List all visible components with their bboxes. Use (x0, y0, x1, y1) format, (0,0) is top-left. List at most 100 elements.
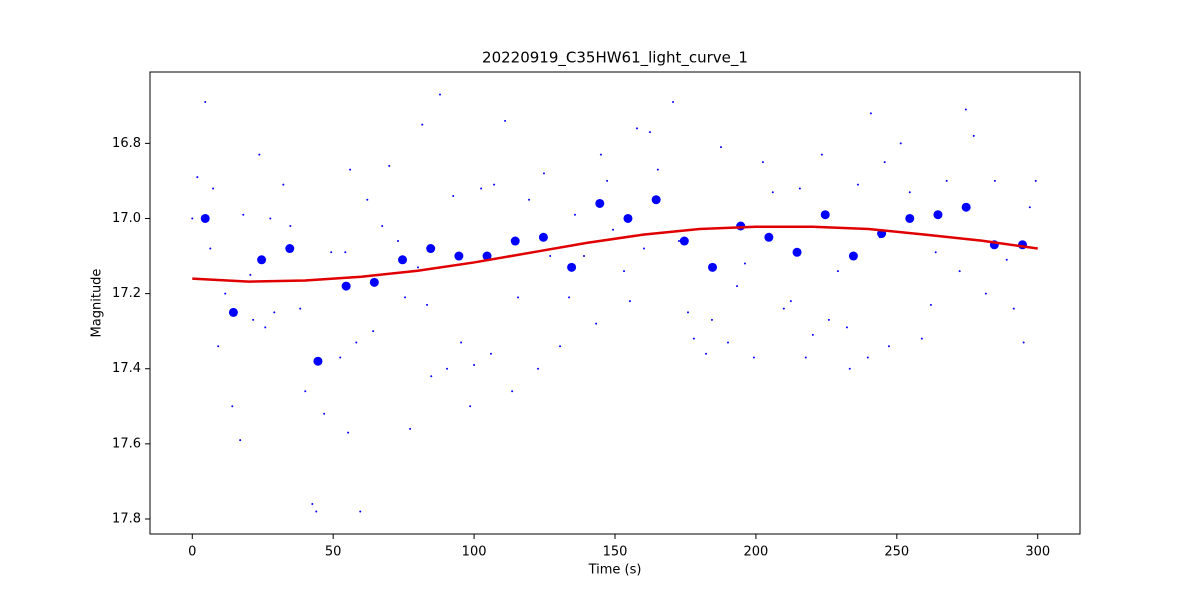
binned-point (567, 262, 577, 272)
data-point (595, 322, 598, 325)
data-point (677, 240, 680, 243)
binned-point (257, 255, 267, 265)
data-point (224, 292, 227, 295)
data-point (1028, 206, 1031, 209)
data-point (344, 251, 347, 254)
data-point (239, 439, 242, 442)
data-point (311, 502, 314, 505)
data-point (993, 179, 996, 182)
data-point (359, 510, 362, 513)
data-point (490, 352, 492, 355)
binned-point (482, 251, 492, 261)
data-point (347, 431, 350, 434)
data-point (1022, 341, 1025, 344)
binned-point (510, 236, 520, 246)
binned-point (679, 236, 689, 246)
data-point (972, 134, 975, 137)
data-point (217, 345, 220, 348)
binned-point (369, 277, 379, 287)
data-point (304, 390, 307, 393)
binned-point (426, 244, 436, 254)
data-point (417, 266, 420, 269)
data-point (493, 183, 496, 186)
data-point (789, 300, 792, 303)
data-point (542, 172, 545, 175)
data-point (964, 108, 967, 111)
data-point (231, 405, 234, 408)
data-point (798, 187, 801, 190)
data-point (438, 93, 441, 96)
data-point (643, 247, 646, 250)
binned-point (820, 210, 830, 220)
data-point (771, 191, 774, 194)
data-point (1005, 258, 1008, 261)
data-point (404, 296, 407, 299)
data-point (583, 255, 585, 258)
data-point (330, 251, 333, 254)
y-axis-label: Magnitude (90, 269, 105, 338)
data-point (252, 318, 255, 321)
data-point (504, 119, 507, 122)
data-point (623, 270, 626, 273)
data-point (430, 375, 433, 378)
binned-point (792, 247, 802, 257)
binned-point (933, 210, 943, 220)
data-point (397, 240, 399, 243)
binned-point (623, 213, 633, 223)
data-point (573, 213, 576, 216)
data-point (848, 367, 851, 370)
binned-point (961, 202, 971, 212)
binned-point (200, 213, 210, 223)
x-tick-label: 250 (884, 545, 909, 560)
data-point (736, 285, 739, 288)
binned-point (905, 213, 915, 223)
y-tick-label: 16.8 (112, 136, 141, 151)
y-tick-label: 17.4 (112, 361, 141, 376)
data-point (388, 164, 391, 167)
data-point (761, 161, 764, 164)
data-point (264, 326, 267, 329)
data-point (887, 345, 890, 348)
data-point (599, 153, 602, 156)
data-point (648, 131, 651, 134)
data-point (299, 307, 302, 310)
data-point (908, 191, 911, 194)
data-point (845, 326, 848, 329)
binned-point (228, 307, 238, 317)
data-point (719, 146, 722, 149)
data-point (612, 228, 615, 231)
data-point (866, 356, 869, 359)
data-point (289, 225, 292, 227)
data-point (1034, 179, 1037, 182)
binned-point (651, 195, 661, 205)
data-point (269, 217, 272, 220)
data-point (672, 101, 675, 104)
data-point (686, 311, 689, 314)
data-point (426, 303, 429, 306)
data-point (692, 337, 695, 340)
data-point (628, 300, 631, 303)
data-point (528, 198, 531, 201)
data-point (460, 341, 463, 344)
data-point (452, 194, 455, 197)
x-tick-label: 100 (462, 545, 487, 560)
x-tick-label: 300 (1025, 545, 1050, 560)
data-point (710, 318, 713, 321)
binned-point (454, 251, 464, 261)
data-point (743, 262, 746, 265)
x-tick-label: 150 (603, 545, 628, 560)
data-point (836, 270, 839, 273)
data-point (934, 251, 937, 254)
data-point (984, 292, 987, 295)
data-point (958, 270, 961, 273)
data-point (727, 341, 730, 344)
data-point (209, 247, 212, 250)
data-point (782, 307, 785, 310)
data-point (827, 318, 830, 321)
data-point (929, 303, 932, 306)
binned-point (848, 251, 858, 261)
data-point (196, 176, 199, 179)
data-point (568, 296, 571, 299)
data-point (811, 333, 814, 336)
